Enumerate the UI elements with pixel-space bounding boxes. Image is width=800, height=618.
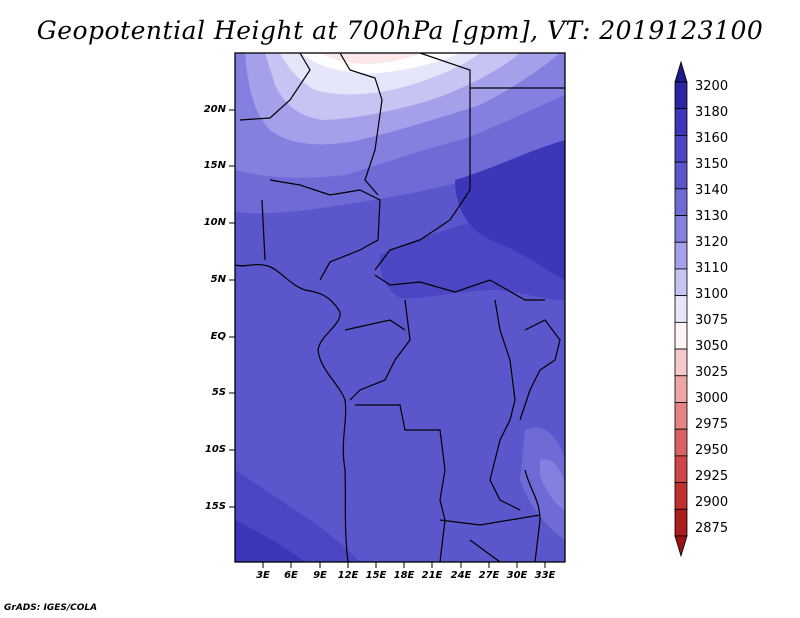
colorbar-label: 2950 — [695, 443, 729, 458]
colorbar-top-arrow — [674, 60, 688, 83]
lon-label: 6E — [284, 570, 298, 581]
colorbar-segment — [674, 348, 688, 377]
colorbar-bottom-arrow — [674, 535, 688, 558]
colorbar-label: 3000 — [695, 391, 729, 406]
colorbar-segment — [674, 482, 688, 510]
colorbar-label: 3140 — [695, 183, 729, 198]
boundaries — [235, 53, 565, 562]
colorbar-label: 3120 — [695, 235, 729, 250]
lon-label: 24E — [450, 570, 472, 581]
colorbar-label: 3180 — [695, 105, 729, 120]
colorbar-segment — [674, 428, 688, 457]
colorbar-segment — [674, 161, 688, 190]
lat-label: 10N — [203, 217, 226, 228]
lon-label: 30E — [506, 570, 528, 581]
colorbar-label: 3110 — [695, 261, 729, 276]
colorbar-label: 3200 — [695, 79, 729, 94]
colorbar-segment — [674, 321, 688, 350]
colorbar-label: 3075 — [695, 313, 729, 328]
map-frame — [234, 52, 566, 563]
grads-credit: GrADS: IGES/COLA — [4, 603, 98, 613]
lon-label: 15E — [365, 570, 387, 581]
lon-label: 27E — [478, 570, 500, 581]
colorbar-segment — [674, 295, 688, 323]
height-contour-field — [235, 53, 565, 562]
colorbar-segment — [674, 215, 688, 243]
lat-label: 5N — [210, 274, 226, 285]
colorbar-segment — [674, 375, 688, 403]
colorbar-label: 2925 — [695, 469, 729, 484]
lat-label: 10S — [204, 444, 226, 455]
colorbar-label: 3100 — [695, 287, 729, 302]
colorbar — [674, 60, 688, 558]
colorbar-segment — [674, 241, 688, 270]
colorbar-segment — [674, 135, 688, 163]
lon-label: 3E — [256, 570, 270, 581]
lon-label: 33E — [534, 570, 556, 581]
colorbar-label: 2975 — [695, 417, 729, 432]
colorbar-segment — [674, 455, 688, 483]
lon-label: 18E — [393, 570, 415, 581]
lat-label: 15S — [204, 501, 226, 512]
lon-label: 12E — [337, 570, 359, 581]
chart-title: Geopotential Height at 700hPa [gpm], VT:… — [36, 16, 764, 45]
colorbar-segment — [674, 402, 688, 430]
lon-label: 9E — [313, 570, 327, 581]
lon-label: 21E — [421, 570, 443, 581]
colorbar-label: 2875 — [695, 521, 729, 536]
colorbar-segment — [674, 81, 688, 110]
colorbar-segment — [674, 508, 688, 537]
colorbar-segment — [674, 108, 688, 136]
colorbar-label: 2900 — [695, 495, 729, 510]
colorbar-label: 3025 — [695, 365, 729, 380]
lat-label: EQ — [210, 331, 226, 342]
lat-label: 20N — [203, 104, 226, 115]
colorbar-label: 3050 — [695, 339, 729, 354]
colorbar-label: 3150 — [695, 157, 729, 172]
lat-label: 5S — [211, 387, 226, 398]
colorbar-segment — [674, 188, 688, 216]
axis-ticks — [229, 109, 546, 568]
colorbar-label: 3160 — [695, 131, 729, 146]
colorbar-segment — [674, 268, 688, 297]
lat-label: 15N — [203, 160, 226, 171]
colorbar-label: 3130 — [695, 209, 729, 224]
